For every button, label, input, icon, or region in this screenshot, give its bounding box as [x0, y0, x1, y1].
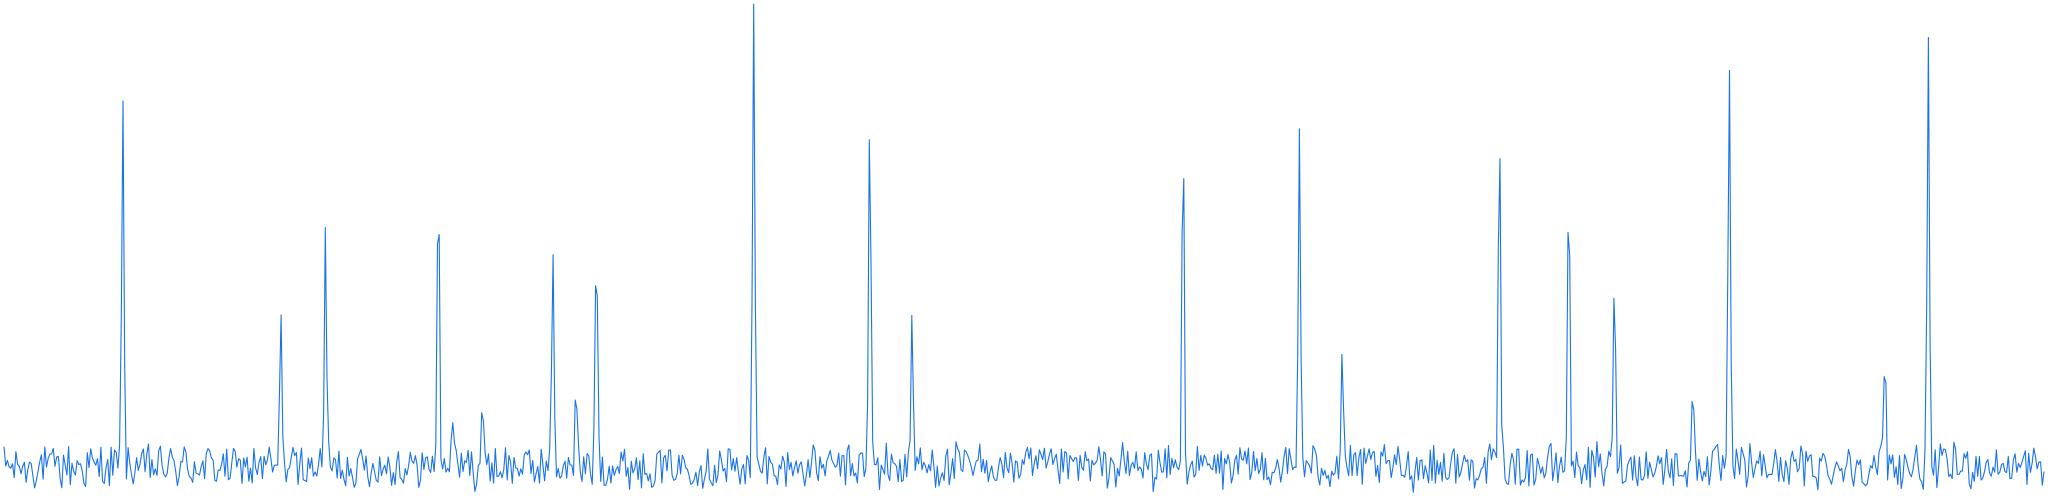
peak-point-12 — [911, 310, 914, 313]
peak-point-19 — [1692, 392, 1695, 395]
peak-point-16 — [1498, 118, 1501, 121]
peak-point-20 — [1728, 71, 1731, 74]
peak-point-18 — [1613, 272, 1616, 275]
peak-point-11 — [868, 106, 871, 109]
peak-point-4 — [437, 164, 440, 167]
peak-point-8 — [575, 402, 578, 405]
peak-point-10 — [752, 3, 755, 6]
peak-point-15 — [1341, 346, 1344, 349]
peak-point-14 — [1298, 122, 1301, 125]
peak-point-5 — [452, 402, 455, 405]
peak-point-9 — [595, 217, 598, 220]
peak-point-6 — [481, 402, 484, 405]
peak-point-13 — [1182, 136, 1185, 139]
peak-point-22 — [1927, 54, 1930, 57]
peak-point-1 — [121, 91, 124, 94]
peak-point-7 — [551, 256, 554, 259]
peak-point-2 — [280, 315, 283, 318]
peak-point-21 — [1883, 348, 1886, 351]
peak-point-3 — [324, 228, 327, 231]
peak-point-17 — [1567, 170, 1570, 173]
series-line — [3, 3, 2045, 493]
